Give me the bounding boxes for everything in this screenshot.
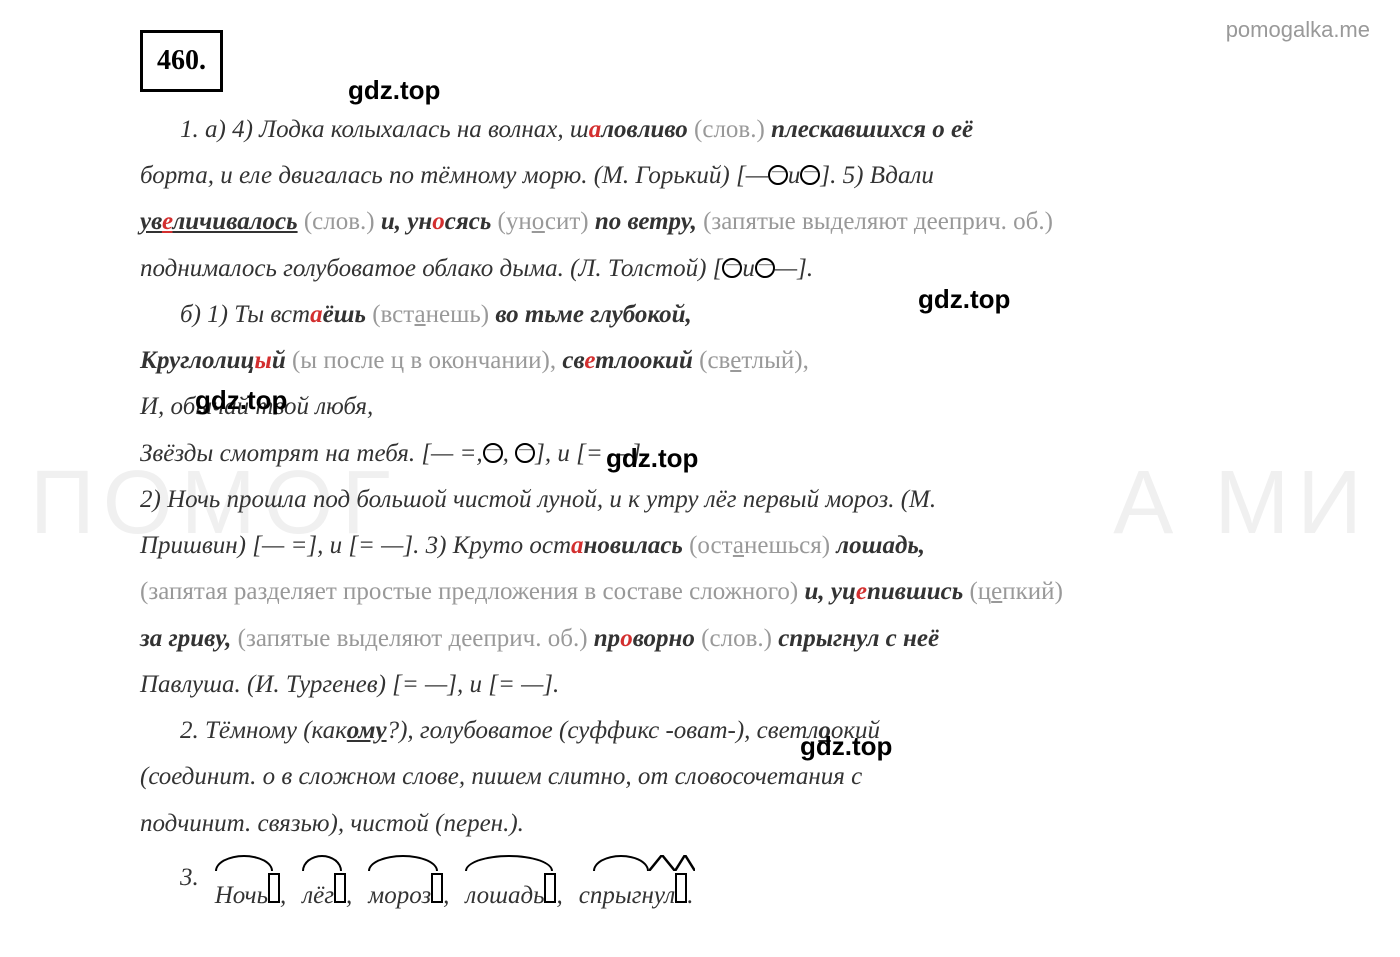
- line-4: поднималось голубоватое облако дыма. (Л.…: [140, 246, 1260, 292]
- gdz-watermark-4: gdz.top: [606, 434, 698, 482]
- morpheme-word-4: лошадь,: [465, 855, 562, 919]
- root-arc: [368, 855, 438, 871]
- line-11: (запятая разделяет простые предложения в…: [140, 569, 1260, 615]
- morpheme-analysis-row: 3. Ночь, лёг, мороз, лошадь, спрыгнул.: [180, 855, 1260, 919]
- morpheme-word-5: спрыгнул.: [579, 855, 694, 919]
- ending-box: [431, 873, 443, 903]
- root-arc: [593, 855, 649, 871]
- line-10: Пришвин) [— =], и [= —]. 3) Круто остано…: [140, 523, 1260, 569]
- ending-box: [268, 873, 280, 903]
- ending-box: [675, 873, 687, 903]
- exercise-content: 1. а) 4) Лодка колыхалась на волнах, шал…: [140, 107, 1260, 919]
- line-9: 2) Ночь прошла под большой чистой луной,…: [140, 477, 1260, 523]
- ending-box: [544, 873, 556, 903]
- gdz-watermark-3: gdz.top: [195, 376, 287, 424]
- gray-underline-a2: а: [733, 532, 744, 559]
- gray-underline-o: о: [532, 208, 545, 235]
- line-1: 1. а) 4) Лодка колыхалась на волнах, шал…: [140, 107, 1260, 153]
- gdz-watermark-1: gdz.top: [348, 66, 440, 114]
- morpheme-word-2: лёг,: [302, 855, 352, 919]
- exercise-number: 460.: [140, 30, 223, 92]
- line-2: борта, и еле двигалась по тёмному морю. …: [140, 153, 1260, 199]
- root-arc: [465, 855, 553, 871]
- red-letter-o1: о: [432, 208, 445, 235]
- gdz-watermark-5: gdz.top: [800, 722, 892, 770]
- gray-underline-a: а: [415, 301, 426, 328]
- red-letter-a2: а: [310, 301, 323, 328]
- line-13: Павлуша. (И. Тургенев) [= —], и [= —].: [140, 662, 1260, 708]
- line-5: б) 1) Ты встаёшь (встанешь) во тьме глуб…: [140, 292, 1260, 338]
- gray-underline-e: е: [730, 347, 741, 374]
- suffix-triangle-2: [675, 855, 695, 871]
- circle-symbol: [515, 443, 535, 463]
- line-12: за гриву, (запятые выделяют дееприч. об.…: [140, 616, 1260, 662]
- root-arc: [302, 855, 342, 871]
- red-letter-e3: е: [856, 578, 867, 605]
- line-16: подчинит. связью), чистой (перен.).: [140, 801, 1260, 847]
- suffix-triangle-1: [649, 855, 675, 871]
- line-8: Звёзды смотрят на тебя. [— =,, ], и [= —…: [140, 431, 1260, 477]
- circle-symbol: [800, 165, 820, 185]
- red-letter-o2: о: [620, 625, 633, 652]
- circle-symbol: [483, 443, 503, 463]
- morpheme-word-1: Ночь,: [215, 855, 286, 919]
- red-letter-a1: а: [589, 116, 602, 143]
- red-letter-a3: а: [571, 532, 584, 559]
- red-letter-e2: е: [584, 347, 595, 374]
- red-letter-e1: е: [162, 208, 172, 235]
- line-6: Круглолицый (ы после ц в окончании), све…: [140, 338, 1260, 384]
- line-15: (соединит. о в сложном слове, пишем слит…: [140, 754, 1260, 800]
- ending-box: [334, 873, 346, 903]
- line-17-label: 3.: [180, 855, 199, 919]
- morpheme-word-3: мороз,: [368, 855, 449, 919]
- root-arc: [215, 855, 273, 871]
- circle-symbol: [768, 165, 788, 185]
- circle-symbol: [722, 258, 742, 278]
- gdz-watermark-2: gdz.top: [918, 275, 1010, 323]
- line-7: И, обычай твой любя,: [140, 384, 1260, 430]
- red-letter-y1: ы: [254, 347, 271, 374]
- gray-underline-e2: е: [991, 578, 1002, 605]
- watermark-top-right: pomogalka.me: [1226, 10, 1370, 51]
- line-14: 2. Тёмному (какому?), голубоватое (суффи…: [140, 708, 1260, 754]
- circle-symbol: [755, 258, 775, 278]
- line-3: увеличивалось (слов.) и, уносясь (уносит…: [140, 199, 1260, 245]
